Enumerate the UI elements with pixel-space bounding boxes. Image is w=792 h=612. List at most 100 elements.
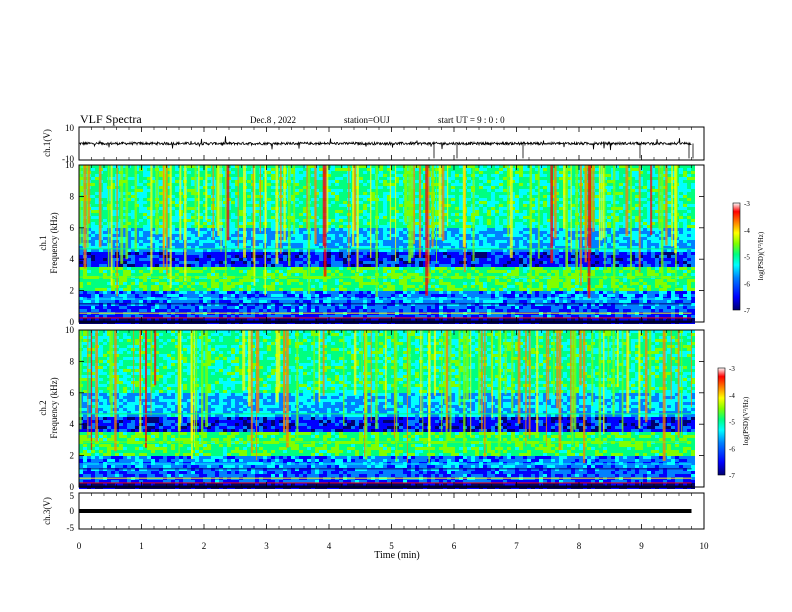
spectrogram-cell — [371, 210, 375, 213]
spectrogram-cell — [595, 189, 599, 192]
spectrogram-cell — [203, 201, 207, 204]
spectrogram-cell — [547, 249, 551, 252]
spectrogram-cell — [303, 198, 307, 201]
spectrogram-cell — [103, 171, 107, 174]
spectrogram-cell — [535, 237, 539, 240]
spectrogram-cell — [159, 204, 163, 207]
spectrogram-cell — [383, 237, 387, 240]
spectrogram-cell — [123, 183, 127, 186]
spectrogram-cell — [451, 237, 455, 240]
spectrogram-cell — [499, 252, 503, 255]
spectrogram-cell — [359, 255, 363, 258]
spectrogram-cell — [667, 201, 671, 204]
spectrogram-cell — [311, 222, 315, 225]
spectrogram-cell — [503, 219, 507, 222]
spectrogram-cell — [91, 189, 95, 192]
spectrogram-cell — [363, 219, 367, 222]
spectrogram-cell — [139, 186, 143, 189]
spectrogram-cell — [171, 222, 175, 225]
spectrogram-cell — [143, 243, 147, 246]
spectrogram-cell — [87, 225, 91, 228]
spectrogram-cell — [147, 195, 151, 198]
spectrogram-cell — [647, 243, 651, 246]
spectrogram-cell — [123, 249, 127, 252]
spectrogram-cell — [271, 222, 275, 225]
spectrogram-cell — [231, 198, 235, 201]
spectrogram-cell — [239, 249, 243, 252]
spectrogram-cell — [547, 195, 551, 198]
spectrogram-cell — [527, 234, 531, 237]
spectrogram-cell — [131, 168, 135, 171]
spectrogram-cell — [139, 234, 143, 237]
spectrogram-cell — [667, 252, 671, 255]
spectrogram-cell — [515, 225, 519, 228]
spectrogram-cell — [139, 246, 143, 249]
spectrogram-cell — [91, 165, 95, 168]
spectrogram-cell — [95, 192, 99, 195]
spectrogram-cell — [131, 207, 135, 210]
spectrogram-cell — [203, 228, 207, 231]
spectrogram-cell — [639, 228, 643, 231]
spectrogram-cell — [111, 249, 115, 252]
spectrogram-cell — [679, 198, 683, 201]
spectrogram-cell — [455, 255, 459, 258]
spectrogram-cell — [299, 198, 303, 201]
spectrogram-cell — [199, 210, 203, 213]
spectrogram-cell — [515, 243, 519, 246]
spectrogram-cell — [247, 228, 251, 231]
spectrogram-cell — [415, 255, 419, 258]
spectrogram-cell — [635, 228, 639, 231]
spectrogram-cell — [591, 255, 595, 258]
spectrogram-cell — [247, 243, 251, 246]
spectrogram-cell — [131, 180, 135, 183]
spectrogram-cell — [379, 171, 383, 174]
spectrogram-cell — [175, 180, 179, 183]
spectrogram-cell — [499, 243, 503, 246]
spectrogram-cell — [555, 165, 559, 168]
spectrogram-cell — [567, 177, 571, 180]
spectrogram-cell — [415, 246, 419, 249]
spectrogram-cell — [167, 255, 171, 258]
spectrogram-cell — [143, 198, 147, 201]
spectrogram-cell — [475, 201, 479, 204]
spectrogram-cell — [299, 219, 303, 222]
spectrogram-cell — [103, 240, 107, 243]
spectrogram-cell — [143, 180, 147, 183]
spectrogram-cell — [91, 198, 95, 201]
spectrogram-cell — [175, 189, 179, 192]
spectrogram-cell — [391, 255, 395, 258]
spectrogram-cell — [387, 258, 391, 261]
spectrogram-cell — [503, 198, 507, 201]
spectrogram-cell — [635, 189, 639, 192]
spectrogram-cell — [191, 225, 195, 228]
spectrogram-cell — [479, 183, 483, 186]
spectrogram-cell — [179, 246, 183, 249]
spectrogram-cell — [519, 171, 523, 174]
spectrogram-cell — [539, 165, 543, 168]
spectrogram-cell — [139, 171, 143, 174]
spectrogram-cell — [651, 240, 655, 243]
spectrogram-cell — [503, 255, 507, 258]
spectrogram-cell — [399, 189, 403, 192]
spectrogram-cell — [443, 219, 447, 222]
spectrogram-cell — [255, 219, 259, 222]
spectrogram-cell — [511, 252, 515, 255]
spectrogram-cell — [495, 180, 499, 183]
spectrogram-cell — [443, 228, 447, 231]
spectrogram-cell — [367, 222, 371, 225]
spectrogram-cell — [247, 252, 251, 255]
spectrogram-cell — [415, 249, 419, 252]
spectrogram-cell — [311, 249, 315, 252]
spectrogram-cell — [367, 207, 371, 210]
spectrogram-cell — [335, 243, 339, 246]
spectrogram-cell — [239, 174, 243, 177]
spectrogram-cell — [203, 168, 207, 171]
spectrogram-cell — [655, 195, 659, 198]
spectrogram-cell — [535, 198, 539, 201]
spectrogram-cell — [167, 222, 171, 225]
spectrogram-cell — [635, 180, 639, 183]
spectrogram-cell — [451, 234, 455, 237]
spectrogram-cell — [331, 222, 335, 225]
spectrogram-cell — [631, 207, 635, 210]
spectrogram-cell — [131, 231, 135, 234]
